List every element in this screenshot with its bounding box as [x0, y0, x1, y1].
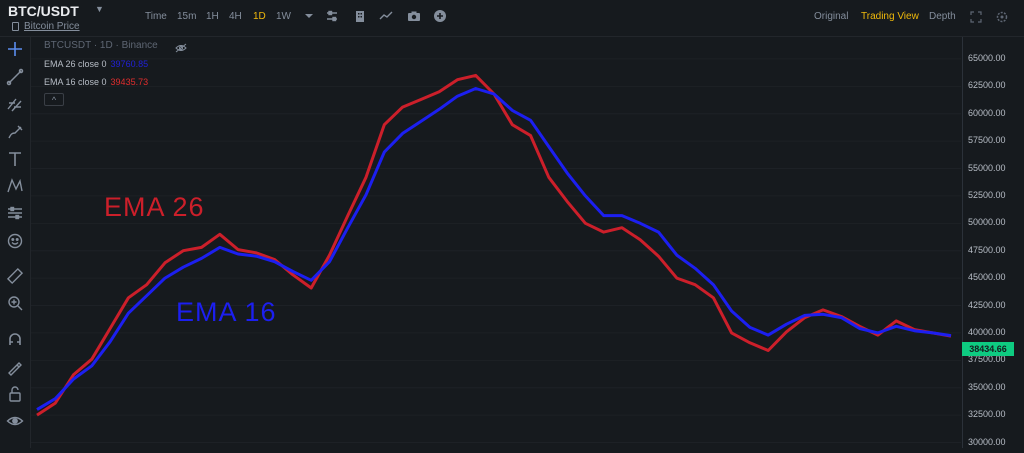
timeframe-1h[interactable]: 1H: [206, 11, 219, 22]
document-icon: [12, 22, 19, 31]
price-tick-label: 40000.00: [968, 326, 1006, 337]
legend-ema26-value: 39760.85: [110, 59, 149, 69]
legend-ema16-label: EMA 16 close 0: [44, 77, 107, 87]
plus-circle-icon[interactable]: [433, 9, 447, 23]
magnet-icon[interactable]: [6, 331, 24, 349]
view-depth[interactable]: Depth: [929, 11, 956, 22]
price-tick-label: 65000.00: [968, 52, 1006, 63]
camera-icon[interactable]: [407, 9, 421, 23]
timeframe-4h[interactable]: 4H: [229, 11, 242, 22]
pattern-icon[interactable]: [6, 177, 24, 195]
symbol-dropdown-caret-icon[interactable]: ▼: [95, 4, 104, 14]
last-price-tag: 38434.66: [962, 342, 1014, 356]
price-tick-label: 37500.00: [968, 354, 1006, 365]
eye-icon[interactable]: [6, 412, 24, 430]
annotation-ema16: EMA 16: [176, 297, 277, 327]
view-trading-view[interactable]: Trading View: [861, 11, 919, 22]
legend-ema26[interactable]: EMA 26 close 0 39760.85: [44, 59, 148, 69]
ruler-icon[interactable]: [6, 267, 24, 285]
brush-icon[interactable]: [6, 123, 24, 141]
fib-icon[interactable]: [6, 95, 24, 113]
timeframe-1w[interactable]: 1W: [276, 11, 291, 22]
emoji-icon[interactable]: [6, 232, 24, 250]
crosshair-icon[interactable]: [6, 40, 24, 58]
trend-line-icon[interactable]: [6, 68, 24, 86]
price-tick-label: 30000.00: [968, 436, 1006, 447]
price-tick-label: 45000.00: [968, 272, 1006, 283]
timeframe-time[interactable]: Time: [145, 11, 167, 22]
chevron-down-icon[interactable]: [302, 9, 316, 23]
price-tick-label: 52500.00: [968, 189, 1006, 200]
price-chart[interactable]: [31, 37, 961, 448]
settings-icon[interactable]: [996, 10, 1010, 24]
view-original[interactable]: Original: [814, 11, 849, 22]
price-axis[interactable]: [962, 37, 1024, 448]
price-tick-label: 55000.00: [968, 162, 1006, 173]
price-tick-label: 35000.00: [968, 381, 1006, 392]
annotation-ema26: EMA 26: [104, 192, 205, 222]
chart-legend-title: BTCUSDT · 1D · Binance: [44, 40, 158, 51]
timeframe-1d[interactable]: 1D: [253, 11, 266, 22]
price-tick-label: 57500.00: [968, 135, 1006, 146]
sliders-icon[interactable]: [325, 9, 339, 23]
chart-area[interactable]: [31, 37, 961, 448]
legend-ema26-label: EMA 26 close 0: [44, 59, 107, 69]
ema26-line: [36, 73, 952, 417]
legend-ema16[interactable]: EMA 16 close 0 39435.73: [44, 77, 148, 87]
measure-icon[interactable]: [6, 204, 24, 222]
eye-off-icon[interactable]: [175, 40, 187, 53]
price-tick-label: 32500.00: [968, 409, 1006, 420]
timeframe-15m[interactable]: 15m: [177, 11, 197, 22]
ema16-line: [36, 87, 952, 411]
legend-ema16-value: 39435.73: [110, 77, 149, 87]
price-tick-label: 60000.00: [968, 107, 1006, 118]
symbol-subtitle-link[interactable]: Bitcoin Price: [24, 21, 80, 32]
text-icon[interactable]: [6, 150, 24, 168]
fullscreen-icon[interactable]: [970, 10, 984, 24]
building-icon[interactable]: [353, 9, 367, 23]
top-toolbar: BTC/USDT ▼ Bitcoin Price Time 15m 1H 4H …: [0, 0, 1024, 37]
price-tick-label: 62500.00: [968, 80, 1006, 91]
symbol-title[interactable]: BTC/USDT: [8, 3, 79, 19]
legend-collapse-button[interactable]: ^: [44, 93, 64, 106]
line-chart-icon[interactable]: [379, 9, 393, 23]
drawing-toolbar: [0, 37, 31, 448]
price-tick-label: 47500.00: [968, 244, 1006, 255]
lock-pencil-icon[interactable]: [6, 358, 24, 376]
unlock-icon[interactable]: [6, 385, 24, 403]
zoom-in-icon[interactable]: [6, 294, 24, 312]
price-tick-label: 50000.00: [968, 217, 1006, 228]
price-tick-label: 42500.00: [968, 299, 1006, 310]
